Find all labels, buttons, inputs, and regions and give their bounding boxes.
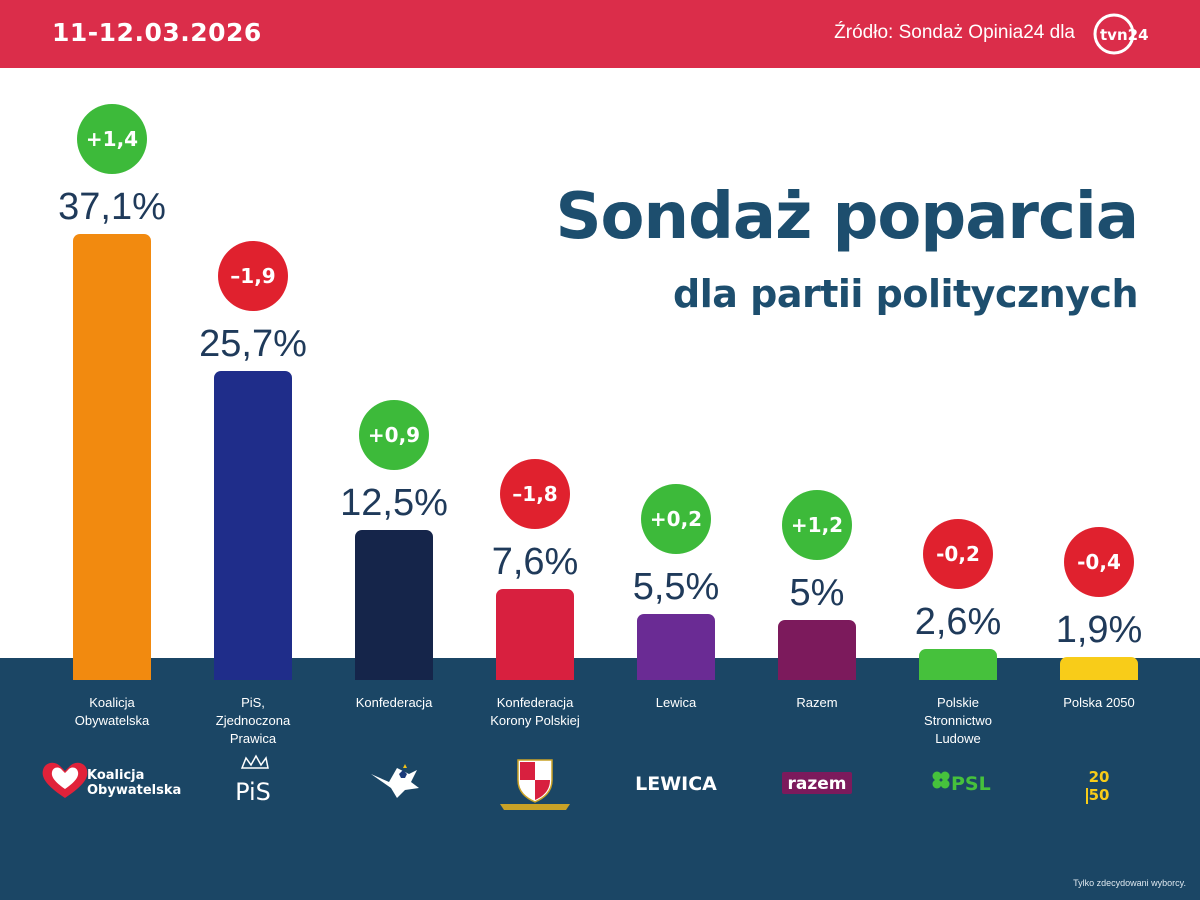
party-logo-3 <box>319 752 469 812</box>
eagle-detail-icon <box>399 770 407 778</box>
party-logo-6: razem <box>742 752 892 812</box>
eagle-icon <box>371 768 419 798</box>
category-label-2: PiS, Zjednoczona Prawica <box>178 694 328 748</box>
source-text: Źródło: Sondaż Opinia24 dla <box>834 22 1075 43</box>
change-badge-1: +1,4 <box>77 104 147 174</box>
razem-box-icon <box>782 772 852 794</box>
value-label-5: 5,5% <box>632 565 720 608</box>
category-label-line: Lewica <box>655 695 697 710</box>
crown-icon <box>403 764 407 768</box>
bar-7 <box>919 648 997 680</box>
tvn24-logo: tvn24 <box>1093 13 1148 55</box>
value-label-8: 1,9% <box>1055 609 1143 652</box>
party-logo-2: PiS <box>178 752 328 812</box>
category-label-6: Razem <box>742 694 892 712</box>
value-label-2: 25,7% <box>199 323 307 366</box>
clover-icon <box>932 771 950 789</box>
change-badge-8: -0,4 <box>1064 527 1134 598</box>
logo-text: LEWICA <box>635 773 717 795</box>
category-label-line: Stronnictwo <box>924 713 992 728</box>
heart-inner-icon <box>51 767 79 789</box>
logo-text: razem <box>788 774 847 794</box>
category-label-line: Polskie <box>937 695 979 710</box>
chart-title: Sondaż poparcia <box>555 180 1139 254</box>
category-label-line: Razem <box>796 695 838 710</box>
header-bar: 11-12.03.2026 Źródło: Sondaż Opinia24 dl… <box>0 0 1200 68</box>
category-label-3: Konfederacja <box>319 694 469 712</box>
bar-2 <box>214 371 292 680</box>
bar-1 <box>73 234 151 680</box>
category-label-line: Konfederacja <box>355 695 433 710</box>
crown-eagle-icon <box>240 754 269 769</box>
category-label-line: Zjednoczona <box>215 713 291 728</box>
category-label-5: Lewica <box>601 694 751 712</box>
bottom-band <box>0 658 1200 900</box>
category-label-line: Polska 2050 <box>1063 695 1135 710</box>
ribbon-icon <box>500 804 570 810</box>
party-logo-5: LEWICA <box>601 752 751 812</box>
bar-6 <box>778 619 856 680</box>
bar-8 <box>1060 657 1138 680</box>
logo-text-line2: Obywatelska <box>87 783 181 798</box>
logo-digits-top: 20 <box>1089 768 1110 786</box>
value-label-3: 12,5% <box>340 481 448 524</box>
category-label-line: Ludowe <box>935 731 981 746</box>
change-badge-6: +1,2 <box>782 489 852 560</box>
category-label-line: Konfederacja <box>496 695 574 710</box>
chart-subtitle: dla partii politycznych <box>673 272 1138 316</box>
category-label-4: Konfederacja Korony Polskiej <box>460 694 610 730</box>
change-badge-5: +0,2 <box>641 483 711 554</box>
value-label-4: 7,6% <box>491 540 579 583</box>
party-logo-1: Koalicja Obywatelska <box>37 752 187 812</box>
logo-digits-bottom: 50 <box>1089 786 1110 804</box>
value-label-7: 2,6% <box>914 600 1002 643</box>
category-label-8: Polska 2050 <box>1024 694 1174 712</box>
value-label-1: 37,1% <box>58 186 166 228</box>
category-label-1: Koalicja Obywatelska <box>37 694 187 730</box>
logo-text: PiS <box>235 778 271 806</box>
category-label-line: Korony Polskiej <box>490 713 580 728</box>
shield-red-icon <box>520 762 535 780</box>
tvn24-logo-text: tvn24 <box>1100 26 1148 44</box>
category-label-line: PiS, <box>241 695 265 710</box>
category-label-line: Koalicja <box>89 695 135 710</box>
change-badge-4: –1,8 <box>500 458 570 529</box>
change-badge-2: –1,9 <box>218 241 288 312</box>
bar-4 <box>496 588 574 680</box>
category-label-line: Obywatelska <box>74 713 150 728</box>
party-logo-8: 20 50 <box>1024 752 1174 812</box>
logo-text: PSL <box>951 773 991 795</box>
party-logo-4 <box>460 752 610 812</box>
category-label-line: Prawica <box>229 731 277 746</box>
change-badge-3: +0,9 <box>359 399 429 470</box>
footnote: Tylko zdecydowani wyborcy. <box>1073 878 1186 888</box>
bar-5 <box>637 613 715 680</box>
category-label-7: Polskie Stronnictwo Ludowe <box>883 694 1033 748</box>
value-label-6: 5% <box>789 571 845 614</box>
change-badge-7: -0,2 <box>923 518 993 589</box>
bar-3 <box>355 529 433 680</box>
shield-red2-icon <box>535 780 550 800</box>
party-logo-7: PSL <box>883 752 1033 812</box>
logo-text-line1: Koalicja <box>87 768 144 783</box>
poll-date: 11-12.03.2026 <box>52 18 262 47</box>
